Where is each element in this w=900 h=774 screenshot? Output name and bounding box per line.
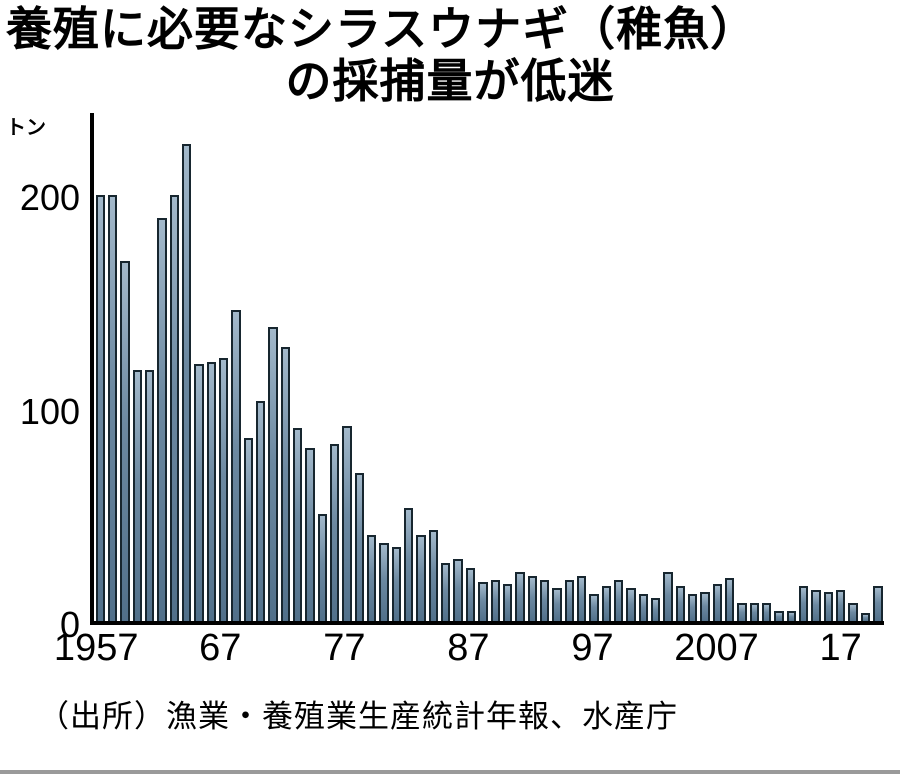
x-tick-label: 67 xyxy=(199,627,242,670)
bar xyxy=(342,425,352,622)
chart-title-line1: 養殖に必要なシラスウナギ（稚魚） xyxy=(6,3,758,55)
bar xyxy=(379,542,389,622)
bar xyxy=(712,583,723,622)
bar xyxy=(700,592,710,622)
bar xyxy=(515,571,525,622)
bar xyxy=(589,594,599,622)
bar xyxy=(552,588,562,622)
bar xyxy=(428,530,439,622)
bar xyxy=(737,602,747,622)
bar xyxy=(416,534,426,622)
bar xyxy=(293,427,303,622)
bar xyxy=(206,361,216,622)
y-tick-label: 100 xyxy=(19,390,80,432)
bar xyxy=(268,326,278,622)
chart-title: 養殖に必要なシラスウナギ（稚魚） の採捕量が低迷 xyxy=(0,0,900,107)
bar xyxy=(873,586,883,622)
bar xyxy=(811,590,821,622)
bar xyxy=(255,400,266,622)
x-tick-label: 1957 xyxy=(53,627,139,670)
y-tick-label: 200 xyxy=(19,177,80,219)
bar xyxy=(650,598,661,622)
bar xyxy=(502,583,513,622)
source-note: （出所）漁業・養殖業生産統計年報、水産庁 xyxy=(38,699,678,735)
bar xyxy=(330,444,340,622)
chart-title-line2: の採捕量が低迷 xyxy=(285,54,615,107)
bar xyxy=(280,347,290,622)
x-tick-label: 77 xyxy=(323,627,366,670)
bar xyxy=(490,579,500,622)
bar xyxy=(527,575,537,622)
bar xyxy=(613,579,624,622)
bottom-divider xyxy=(0,770,900,774)
bar xyxy=(762,602,772,622)
chart-area: トン 0 100 200 xyxy=(0,113,884,643)
bar xyxy=(465,567,476,622)
bar xyxy=(218,357,229,622)
x-tick-label: 97 xyxy=(571,627,614,670)
bar xyxy=(157,217,167,622)
bar xyxy=(120,260,130,622)
bar xyxy=(478,581,488,622)
bar xyxy=(823,592,834,622)
bar xyxy=(626,588,636,622)
bar xyxy=(243,437,253,622)
bar xyxy=(144,369,155,622)
bar xyxy=(860,612,871,622)
bar xyxy=(391,546,402,622)
bar xyxy=(576,575,587,622)
bar xyxy=(663,571,673,622)
x-tick-label: 17 xyxy=(819,627,862,670)
bar xyxy=(688,594,698,622)
bar xyxy=(404,507,414,622)
bar xyxy=(441,563,451,622)
bar xyxy=(169,194,179,622)
bar xyxy=(231,310,241,622)
bar xyxy=(564,579,574,622)
bar xyxy=(836,590,846,622)
bar xyxy=(181,143,192,622)
bar xyxy=(194,363,204,622)
bar xyxy=(799,586,809,622)
bar xyxy=(453,559,463,622)
bar xyxy=(95,194,105,622)
bar xyxy=(749,602,760,622)
bar xyxy=(107,194,118,622)
y-axis-unit-label: トン xyxy=(6,117,46,140)
bar xyxy=(675,586,685,622)
x-axis-labels: 1957 67 77 87 97 2007 17 xyxy=(54,625,884,677)
bar xyxy=(354,472,365,622)
bar xyxy=(367,534,377,622)
bar xyxy=(601,586,611,622)
bar xyxy=(848,602,858,622)
y-axis-labels: トン 0 100 200 xyxy=(0,113,90,643)
bar xyxy=(317,514,328,622)
bar xyxy=(638,594,648,622)
y-tick-label: 0 xyxy=(59,604,80,646)
bar xyxy=(725,577,735,622)
bar xyxy=(774,610,784,622)
bar xyxy=(786,610,797,622)
bar xyxy=(539,579,550,622)
bar xyxy=(305,448,315,622)
bar xyxy=(132,369,142,622)
x-tick-label: 2007 xyxy=(674,627,759,670)
plot-area xyxy=(90,113,884,626)
x-tick-label: 87 xyxy=(447,627,490,670)
